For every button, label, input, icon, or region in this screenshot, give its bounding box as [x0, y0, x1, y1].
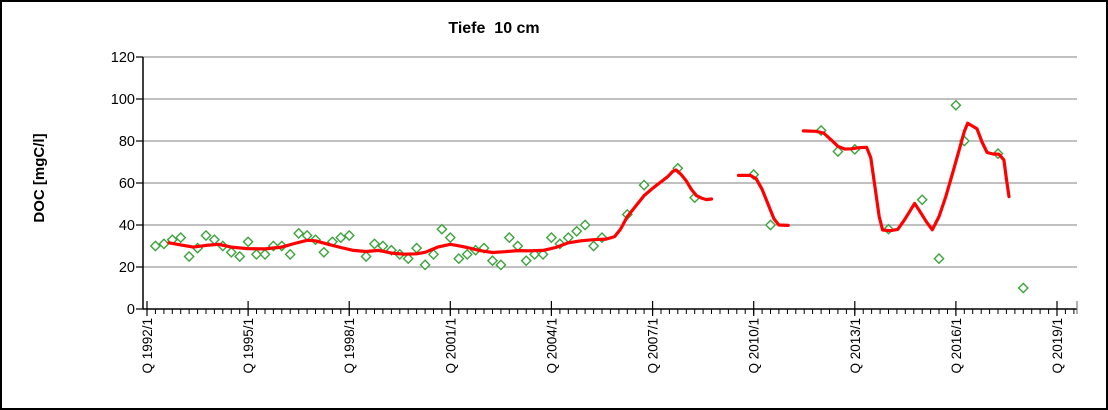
- gridlines: [143, 56, 1077, 268]
- data-point-diamond: [461, 248, 473, 260]
- trend-line-series: [167, 121, 1011, 256]
- data-point-diamond: [545, 232, 557, 244]
- y-tick-label: 20: [119, 260, 135, 276]
- data-point-diamond: [250, 248, 263, 260]
- data-point-diamond: [242, 236, 254, 248]
- data-point-diamond: [200, 229, 212, 242]
- y-tick-label: 60: [119, 176, 135, 192]
- y-tick-label: 80: [119, 134, 135, 150]
- trend-line-segment: [801, 121, 1011, 233]
- data-point-diamond: [427, 248, 440, 260]
- x-tick-label: Q 1998/1: [342, 318, 357, 374]
- scatter-series: [149, 99, 1029, 294]
- x-tick-label: Q 1992/1: [140, 318, 155, 374]
- data-point-diamond: [402, 253, 414, 265]
- x-tick-label: Q 2013/1: [848, 318, 863, 374]
- data-point-diamond: [318, 246, 330, 258]
- trend-line-segment: [167, 168, 714, 256]
- x-tick-label: Q 1995/1: [241, 318, 256, 374]
- data-point-diamond: [537, 248, 549, 260]
- data-point-diamond: [360, 250, 372, 263]
- axes: 0 20 40 60 80 100 120 Q 1992/1 Q 1995/1 Q 1998/1 Q…: [111, 50, 1078, 374]
- data-point-diamond: [588, 240, 600, 252]
- data-point-diamond: [343, 229, 355, 242]
- data-point-diamond: [486, 255, 499, 267]
- data-point-diamond: [158, 238, 170, 250]
- data-point-diamond: [495, 259, 507, 271]
- data-point-diamond: [411, 242, 423, 254]
- data-point-diamond: [368, 238, 381, 250]
- y-tick-label: 0: [127, 302, 135, 318]
- chart-title: Tiefe 10 cm: [448, 20, 540, 37]
- data-point-diamond: [259, 248, 271, 260]
- y-tick-label: 40: [119, 218, 135, 234]
- data-point-diamond: [503, 232, 515, 244]
- data-point-diamond: [916, 194, 928, 206]
- x-tick-label: Q 2001/1: [443, 318, 458, 374]
- x-tick-label: Q 2004/1: [544, 318, 559, 374]
- data-point-diamond: [419, 259, 431, 271]
- data-point-diamond: [175, 232, 187, 244]
- x-tick-label: Q 2019/1: [1050, 318, 1065, 374]
- data-point-diamond: [444, 232, 456, 244]
- data-point-diamond: [520, 255, 532, 267]
- data-point-diamond: [571, 225, 583, 237]
- data-point-diamond: [225, 246, 237, 258]
- data-point-diamond: [950, 99, 962, 111]
- data-point-diamond: [764, 219, 777, 231]
- data-point-diamond: [933, 253, 945, 265]
- trend-line-segment: [736, 173, 790, 227]
- x-tick-label: Q 2007/1: [646, 318, 661, 374]
- y-tick-label: 120: [111, 50, 135, 66]
- data-point-diamond: [638, 179, 650, 191]
- data-point-diamond: [453, 253, 465, 265]
- x-tick-label: Q 2010/1: [747, 318, 762, 374]
- data-point-diamond: [335, 232, 347, 244]
- data-point-diamond: [284, 248, 296, 260]
- y-tick-label: 100: [111, 92, 135, 108]
- data-point-diamond: [832, 145, 844, 158]
- data-point-diamond: [234, 250, 246, 263]
- x-tick-label: Q 2016/1: [949, 318, 964, 374]
- data-point-diamond: [1017, 282, 1029, 294]
- data-point-diamond: [183, 250, 195, 263]
- data-point-diamond: [293, 227, 305, 239]
- data-point-diamond: [149, 240, 161, 252]
- data-point-diamond: [436, 223, 448, 235]
- data-point-diamond: [579, 219, 591, 231]
